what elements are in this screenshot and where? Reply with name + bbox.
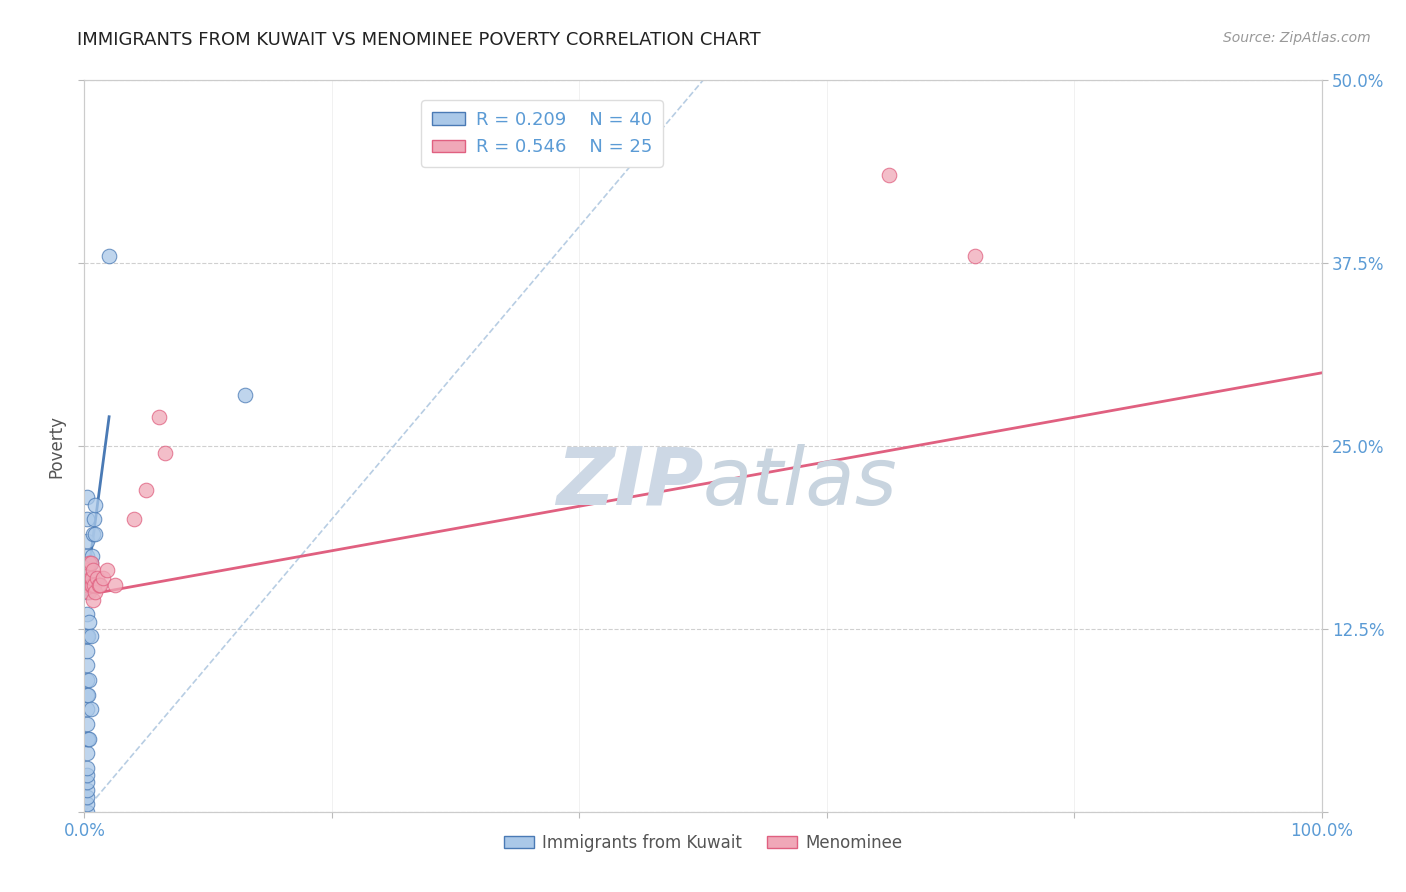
Point [79,571,101,585]
Point [76,673,98,687]
Point [135,483,157,497]
Point [79,702,101,716]
Point [76,775,98,789]
Point [82,563,104,577]
Point [83,512,105,526]
Point [76,658,98,673]
Point [76,717,98,731]
Point [84,498,107,512]
Point [84,585,107,599]
Point [76,607,98,622]
Point [80,571,103,585]
Point [91,571,114,585]
Point [76,797,98,812]
Y-axis label: Poverty: Poverty [48,415,66,477]
Point [76,768,98,782]
Point [80,549,103,563]
Text: IMMIGRANTS FROM KUWAIT VS MENOMINEE POVERTY CORRELATION CHART: IMMIGRANTS FROM KUWAIT VS MENOMINEE POVE… [77,31,761,49]
Point [76,549,98,563]
Point [82,592,104,607]
Point [76,790,98,805]
Point [79,556,101,570]
Point [76,534,98,549]
Point [79,731,101,746]
Point [76,761,98,775]
Point [104,578,127,592]
Point [76,563,98,577]
Point [89,578,111,592]
Point [76,644,98,658]
Point [79,585,101,599]
Text: Source: ZipAtlas.com: Source: ZipAtlas.com [1223,31,1371,45]
Point [84,526,107,541]
Point [76,782,98,797]
Point [79,629,101,643]
Point [877,169,900,183]
Point [77,688,100,702]
Point [89,578,111,592]
Point [82,526,104,541]
Point [79,673,101,687]
Point [76,731,98,746]
Point [76,490,98,504]
Point [76,629,98,643]
Text: ZIP: ZIP [555,443,703,522]
Point [122,512,145,526]
Point [79,615,101,629]
Point [98,249,121,263]
Point [76,688,98,702]
Point [79,556,101,570]
Point [77,731,100,746]
Point [79,556,101,570]
Text: atlas: atlas [703,443,898,522]
Point [76,702,98,716]
Point [76,746,98,760]
Point [148,409,170,424]
Point [76,512,98,526]
Point [76,578,98,592]
Point [86,571,108,585]
Legend: Immigrants from Kuwait, Menominee: Immigrants from Kuwait, Menominee [496,827,910,858]
Point [79,556,101,570]
Point [77,629,100,643]
Point [965,249,987,263]
Point [153,446,176,460]
Point [83,578,105,592]
Point [76,805,98,819]
Point [76,585,98,599]
Point [77,563,100,577]
Point [79,578,101,592]
Point [96,563,118,577]
Point [80,578,103,592]
Point [233,388,256,402]
